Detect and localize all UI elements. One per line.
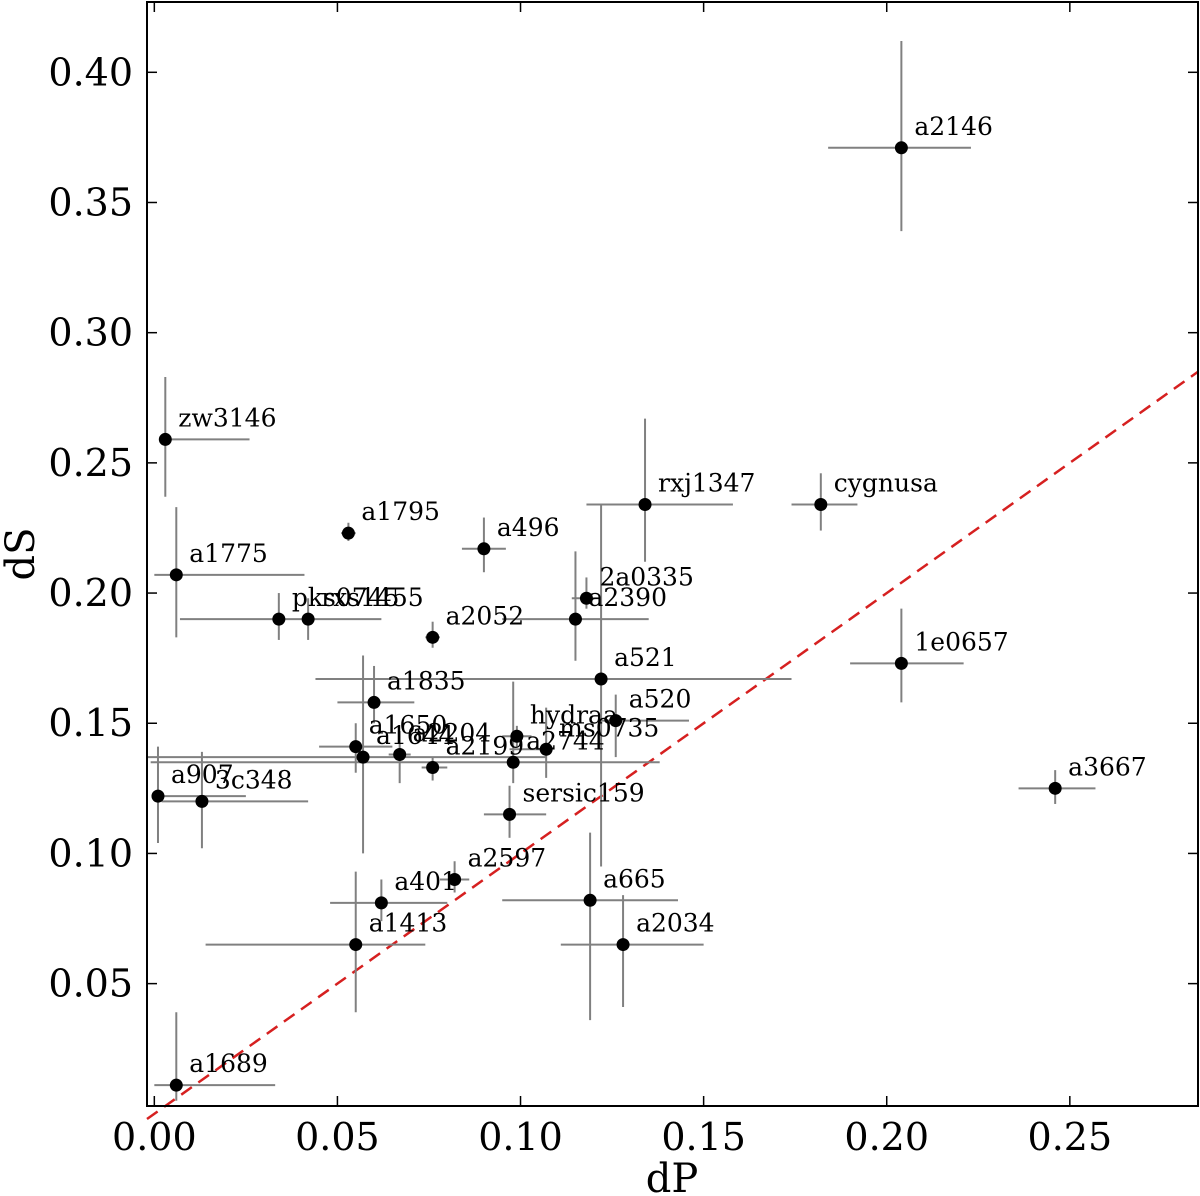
point-label-a1775: a1775 (189, 539, 268, 568)
point-label-a1795: a1795 (361, 497, 440, 526)
data-point-a2390 (568, 612, 582, 626)
point-label-rxj1347: rxj1347 (658, 469, 755, 498)
data-point-a1413 (349, 938, 363, 952)
point-label-a2199: a2199 (446, 732, 525, 761)
point-label-a520: a520 (629, 685, 692, 714)
data-point-a1689 (169, 1078, 183, 1092)
x-tick-label: 0.20 (844, 1115, 929, 1159)
data-point-a521 (594, 672, 608, 686)
data-point-a2034 (616, 938, 630, 952)
x-tick-label: 0.15 (661, 1115, 746, 1159)
point-label-a2390: a2390 (588, 583, 667, 612)
data-point-a1835 (367, 695, 381, 709)
y-tick-label: 0.20 (48, 571, 133, 615)
data-point-hydraa (510, 729, 524, 743)
point-label-a496: a496 (497, 513, 560, 542)
point-label-a2597: a2597 (468, 843, 547, 872)
data-point-a1795 (341, 526, 355, 540)
data-point-a401 (374, 896, 388, 910)
y-tick-label: 0.35 (48, 180, 133, 224)
point-label-rxs1455: rxs1455 (321, 583, 424, 612)
data-point-cygnusa (814, 498, 828, 512)
data-point-sersic159 (503, 807, 517, 821)
y-tick-label: 0.15 (48, 701, 133, 745)
point-label-2a0335: 2a0335 (599, 562, 693, 591)
data-point-zw3146 (158, 432, 172, 446)
x-tick-label: 0.05 (295, 1115, 380, 1159)
data-point-a1775 (169, 568, 183, 582)
data-point-a665 (583, 893, 597, 907)
point-label-hydraa: hydraa (530, 700, 618, 729)
point-label-a3667: a3667 (1068, 752, 1147, 781)
data-point-a907 (151, 789, 165, 803)
y-tick-label: 0.30 (48, 311, 133, 355)
point-label-a521: a521 (614, 643, 677, 672)
data-point-2a0335 (579, 591, 593, 605)
point-label-a2052: a2052 (446, 601, 525, 630)
reference-line-group (146, 370, 1199, 1121)
data-point-a3667 (1048, 781, 1062, 795)
data-point-a1650 (349, 740, 363, 754)
data-point-a1644 (356, 750, 370, 764)
data-point-a2199 (426, 761, 440, 775)
point-label-1e0657: 1e0657 (914, 627, 1008, 656)
data-point-3c348 (195, 794, 209, 808)
point-label-zw3146: zw3146 (178, 403, 276, 432)
plot-frame (146, 1, 1199, 1107)
point-labels-group: a2146 zw3146 rxj1347 cygnusa a1795 a496 a1775 2… (171, 112, 1147, 1078)
data-point-rxs1455 (301, 612, 315, 626)
point-label-sersic159: sersic159 (523, 778, 645, 807)
data-point-a2146 (894, 141, 908, 155)
data-point-1e0657 (894, 656, 908, 670)
point-label-a907: a907 (171, 760, 234, 789)
point-label-a1835: a1835 (387, 666, 466, 695)
x-tick-label: 0.25 (1028, 1115, 1113, 1159)
data-points-group (151, 141, 1062, 1092)
data-point-a2597 (448, 872, 462, 886)
point-label-3c348: 3c348 (215, 765, 293, 794)
data-point-a2744 (506, 755, 520, 769)
point-label-a1644: a1644 (376, 721, 455, 750)
point-label-ms0735: ms0735 (559, 713, 659, 742)
point-label-a2204: a2204 (413, 718, 492, 747)
point-label-a665: a665 (603, 864, 666, 893)
data-point-pks0745 (272, 612, 286, 626)
y-tick-label: 0.10 (48, 831, 133, 875)
point-label-pks0745: pks0745 (292, 583, 400, 612)
point-label-a2034: a2034 (636, 909, 715, 938)
y-tick-label: 0.40 (48, 50, 133, 94)
x-tick-label: 0.00 (112, 1115, 197, 1159)
point-label-a2744: a2744 (526, 726, 605, 755)
point-label-a401: a401 (394, 867, 457, 896)
y-tick-label: 0.05 (48, 962, 133, 1006)
point-label-cygnusa: cygnusa (834, 469, 938, 498)
y-tick-label: 0.25 (48, 441, 133, 485)
point-label-a2146: a2146 (914, 112, 993, 141)
x-tick-label: 0.10 (478, 1115, 563, 1159)
data-point-a520 (609, 714, 623, 728)
data-point-a2204 (393, 747, 407, 761)
y-axis-ticks: 0.05 0.10 0.15 0.20 0.25 0.30 0.35 0.40 (48, 50, 1198, 1006)
x-axis-ticks: 0.00 0.05 0.10 0.15 0.20 0.25 (112, 2, 1112, 1159)
point-label-a1413: a1413 (369, 909, 448, 938)
point-label-a1650: a1650 (369, 711, 448, 740)
data-point-a496 (477, 542, 491, 556)
reference-line (146, 370, 1199, 1121)
data-point-a2052 (426, 630, 440, 644)
y-axis-label: dS (0, 527, 44, 580)
x-axis-label: dP (646, 1156, 699, 1196)
point-label-a1689: a1689 (189, 1049, 268, 1078)
data-point-rxj1347 (638, 498, 652, 512)
data-point-ms0735 (539, 742, 553, 756)
